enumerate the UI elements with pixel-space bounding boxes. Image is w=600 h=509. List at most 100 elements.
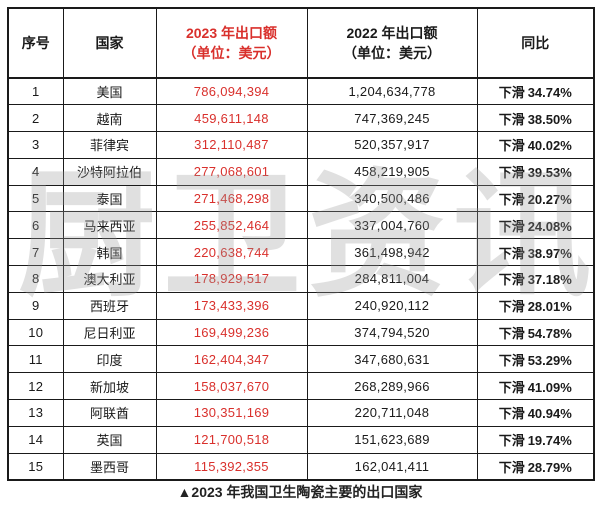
cell-country: 菲律宾: [62, 131, 157, 159]
cell-export-2022: 162,041,411: [306, 452, 478, 481]
yoy-trend-label: 下滑: [498, 85, 525, 101]
table-row: 15 墨西哥 115,392,355 162,041,411 下滑 28.79%: [7, 452, 595, 481]
cell-country: 英国: [62, 425, 157, 454]
yoy-percent: 53.29%: [527, 352, 572, 368]
cell-country: 韩国: [62, 238, 157, 267]
table-row: 2 越南 459,611,148 747,369,245 下滑 38.50%: [7, 104, 595, 133]
cell-export-2022: 458,219,905: [306, 157, 478, 186]
yoy-trend-label: 下滑: [498, 352, 525, 368]
table-row: 14 英国 121,700,518 151,623,689 下滑 19.74%: [7, 425, 595, 454]
yoy-trend-label: 下滑: [498, 192, 525, 208]
yoy-percent: 39.53%: [527, 165, 572, 181]
yoy-trend-label: 下滑: [498, 272, 525, 288]
cell-serial: 6: [7, 211, 64, 240]
yoy-trend-label: 下滑: [498, 165, 525, 181]
cell-country: 印度: [62, 345, 157, 374]
header-export-2022-line2: （单位：美元）: [343, 45, 441, 61]
cell-export-2023: 169,499,236: [155, 318, 308, 347]
cell-export-2023: 162,404,347: [155, 345, 308, 374]
cell-yoy: 下滑 38.97%: [476, 238, 595, 267]
cell-yoy: 下滑 34.74%: [476, 77, 595, 106]
cell-country: 越南: [62, 104, 157, 133]
cell-yoy: 下滑 20.27%: [476, 184, 595, 213]
cell-serial: 9: [7, 291, 64, 320]
header-export-2023-line2: （单位：美元）: [182, 45, 281, 61]
table-row: 3 菲律宾 312,110,487 520,357,917 下滑 40.02%: [7, 131, 595, 159]
cell-country: 美国: [62, 77, 157, 106]
table-row: 6 马来西亚 255,852,464 337,004,760 下滑 24.08%: [7, 211, 595, 240]
cell-serial: 15: [7, 452, 64, 481]
cell-export-2023: 459,611,148: [155, 104, 308, 133]
cell-export-2022: 268,289,966: [306, 372, 478, 401]
header-export-2022: 2022 年出口额 （单位：美元）: [306, 7, 478, 79]
cell-country: 澳大利亚: [62, 265, 157, 293]
cell-yoy: 下滑 38.50%: [476, 104, 595, 133]
cell-export-2023: 220,638,744: [155, 238, 308, 267]
yoy-percent: 54.78%: [527, 326, 572, 342]
yoy-percent: 28.79%: [527, 459, 572, 475]
cell-serial: 13: [7, 399, 64, 427]
table-row: 5 泰国 271,468,298 340,500,486 下滑 20.27%: [7, 184, 595, 213]
yoy-percent: 37.18%: [527, 272, 572, 288]
table-row: 7 韩国 220,638,744 361,498,942 下滑 38.97%: [7, 238, 595, 267]
yoy-percent: 20.27%: [527, 192, 572, 208]
yoy-percent: 40.02%: [527, 138, 572, 154]
cell-yoy: 下滑 54.78%: [476, 318, 595, 347]
cell-yoy: 下滑 40.02%: [476, 131, 595, 159]
export-table: 序号 国家 2023 年出口额 （单位：美元） 2022 年出口额 （单位：美元…: [7, 7, 595, 481]
yoy-percent: 28.01%: [527, 299, 572, 315]
table-row: 13 阿联酋 130,351,169 220,711,048 下滑 40.94%: [7, 399, 595, 427]
yoy-trend-label: 下滑: [498, 433, 525, 449]
cell-serial: 4: [7, 157, 64, 186]
cell-country: 新加坡: [62, 372, 157, 401]
cell-yoy: 下滑 37.18%: [476, 265, 595, 293]
cell-serial: 11: [7, 345, 64, 374]
table-row: 12 新加坡 158,037,670 268,289,966 下滑 41.09%: [7, 372, 595, 401]
yoy-trend-label: 下滑: [498, 326, 525, 342]
cell-serial: 1: [7, 77, 64, 106]
cell-serial: 8: [7, 265, 64, 293]
cell-yoy: 下滑 41.09%: [476, 372, 595, 401]
yoy-percent: 38.50%: [527, 111, 572, 127]
table-row: 10 尼日利亚 169,499,236 374,794,520 下滑 54.78%: [7, 318, 595, 347]
header-row: 序号 国家 2023 年出口额 （单位：美元） 2022 年出口额 （单位：美元…: [7, 7, 595, 79]
table-caption: ▲2023 年我国卫生陶瓷主要的出口国家: [177, 484, 423, 500]
cell-serial: 7: [7, 238, 64, 267]
yoy-trend-label: 下滑: [498, 111, 525, 127]
cell-country: 墨西哥: [62, 452, 157, 481]
table-row: 9 西班牙 173,433,396 240,920,112 下滑 28.01%: [7, 291, 595, 320]
cell-export-2022: 337,004,760: [306, 211, 478, 240]
cell-export-2023: 173,433,396: [155, 291, 308, 320]
cell-export-2022: 151,623,689: [306, 425, 478, 454]
cell-export-2022: 340,500,486: [306, 184, 478, 213]
yoy-trend-label: 下滑: [498, 459, 525, 475]
cell-export-2023: 121,700,518: [155, 425, 308, 454]
cell-serial: 10: [7, 318, 64, 347]
cell-country: 沙特阿拉伯: [62, 157, 157, 186]
table-row: 1 美国 786,094,394 1,204,634,778 下滑 34.74%: [7, 77, 595, 106]
header-export-2022-line1: 2022 年出口额: [346, 24, 438, 41]
cell-yoy: 下滑 53.29%: [476, 345, 595, 374]
cell-export-2023: 271,468,298: [155, 184, 308, 213]
cell-export-2023: 312,110,487: [155, 131, 308, 159]
cell-export-2022: 747,369,245: [306, 104, 478, 133]
table-row: 8 澳大利亚 178,929,517 284,811,004 下滑 37.18%: [7, 265, 595, 293]
header-yoy: 同比: [476, 7, 595, 79]
cell-serial: 12: [7, 372, 64, 401]
yoy-percent: 34.74%: [527, 85, 572, 101]
yoy-percent: 24.08%: [527, 218, 572, 234]
cell-export-2022: 374,794,520: [306, 318, 478, 347]
cell-yoy: 下滑 28.01%: [476, 291, 595, 320]
yoy-trend-label: 下滑: [498, 299, 525, 315]
cell-export-2022: 220,711,048: [306, 399, 478, 427]
table-row: 4 沙特阿拉伯 277,068,601 458,219,905 下滑 39.53%: [7, 157, 595, 186]
table-header: 序号 国家 2023 年出口额 （单位：美元） 2022 年出口额 （单位：美元…: [7, 7, 595, 79]
cell-country: 阿联酋: [62, 399, 157, 427]
cell-country: 尼日利亚: [62, 318, 157, 347]
yoy-trend-label: 下滑: [498, 218, 525, 234]
cell-serial: 5: [7, 184, 64, 213]
cell-yoy: 下滑 39.53%: [476, 157, 595, 186]
yoy-percent: 38.97%: [527, 245, 572, 261]
header-serial: 序号: [7, 7, 64, 79]
